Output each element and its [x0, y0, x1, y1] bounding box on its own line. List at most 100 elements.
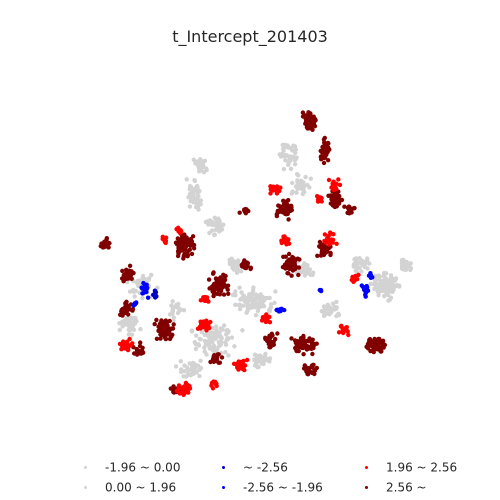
- map-point: [254, 292, 258, 296]
- map-point: [211, 272, 215, 276]
- map-point: [230, 335, 234, 339]
- map-point: [226, 353, 230, 357]
- map-point: [367, 338, 371, 342]
- map-point: [216, 361, 220, 365]
- map-point: [295, 178, 299, 182]
- map-point: [364, 294, 368, 298]
- map-point: [142, 291, 146, 295]
- map-point: [290, 181, 294, 185]
- map-point: [188, 204, 192, 208]
- map-point: [293, 259, 297, 263]
- map-point: [231, 293, 235, 297]
- map-point: [158, 336, 162, 340]
- map-point: [362, 288, 366, 292]
- map-point: [244, 266, 248, 270]
- map-point: [207, 277, 211, 281]
- map-point: [389, 273, 393, 277]
- map-point: [240, 328, 244, 332]
- map-point: [377, 277, 381, 281]
- map-point: [269, 187, 273, 191]
- map-point: [397, 284, 401, 288]
- map-point: [208, 344, 212, 348]
- map-point: [128, 319, 132, 323]
- legend-swatch: [222, 466, 225, 469]
- map-point: [181, 374, 185, 378]
- map-point: [132, 351, 136, 355]
- map-point: [171, 308, 175, 312]
- map-point: [268, 306, 272, 310]
- map-point: [355, 277, 359, 281]
- map-point: [242, 208, 246, 212]
- map-point: [192, 178, 196, 182]
- map-point: [264, 336, 268, 340]
- map-point: [129, 307, 133, 311]
- map-point: [190, 328, 194, 332]
- map-point: [128, 271, 132, 275]
- map-point: [175, 304, 179, 308]
- map-point: [153, 295, 157, 299]
- map-point: [307, 121, 311, 125]
- map-point: [179, 308, 183, 312]
- map-point: [301, 346, 305, 350]
- map-point: [326, 141, 330, 145]
- map-point: [190, 252, 194, 256]
- map-point: [177, 383, 181, 387]
- map-point: [171, 326, 175, 330]
- map-point: [255, 360, 259, 364]
- map-point: [232, 344, 236, 348]
- map-point: [272, 340, 276, 344]
- map-point: [347, 211, 351, 215]
- map-point: [276, 210, 280, 214]
- map-point: [218, 339, 222, 343]
- map-point: [237, 286, 241, 290]
- map-point: [307, 185, 311, 189]
- map-point: [212, 289, 216, 293]
- map-point: [367, 261, 371, 265]
- map-point: [310, 352, 314, 356]
- map-point: [194, 347, 198, 351]
- map-point: [212, 344, 216, 348]
- map-point: [319, 157, 323, 161]
- map-point: [236, 258, 240, 262]
- legend-swatch: [84, 486, 87, 489]
- map-point: [140, 349, 144, 353]
- map-point: [124, 317, 128, 321]
- map-point: [126, 312, 130, 316]
- map-point: [217, 229, 221, 233]
- map-point: [179, 370, 183, 374]
- map-point: [376, 293, 380, 297]
- map-point: [124, 276, 128, 280]
- map-point: [268, 320, 272, 324]
- map-point: [138, 344, 142, 348]
- map-point: [263, 355, 267, 359]
- map-point: [176, 226, 180, 230]
- map-point: [356, 266, 360, 270]
- map-point: [223, 350, 227, 354]
- map-point: [296, 345, 300, 349]
- map-point: [200, 164, 204, 168]
- map-point: [254, 313, 258, 317]
- map-point: [342, 205, 346, 209]
- map-point: [239, 297, 243, 301]
- map-point: [301, 352, 305, 356]
- map-point: [182, 232, 186, 236]
- map-point: [328, 308, 332, 312]
- map-point: [306, 270, 310, 274]
- map-point: [197, 374, 201, 378]
- map-point: [128, 264, 132, 268]
- map-point: [210, 331, 214, 335]
- legend-item-below-neg-256: ~ -2.56: [222, 460, 288, 475]
- map-point: [172, 322, 176, 326]
- map-point: [195, 184, 199, 188]
- map-point: [289, 146, 293, 150]
- map-point: [326, 150, 330, 154]
- map-point: [186, 253, 190, 257]
- map-point: [176, 254, 180, 258]
- map-point: [190, 195, 194, 199]
- map-point: [289, 167, 293, 171]
- map-point: [288, 261, 292, 265]
- map-point: [103, 244, 107, 248]
- map-point: [167, 330, 171, 334]
- map-point: [207, 326, 211, 330]
- legend-item-0-196: 0.00 ~ 1.96: [84, 480, 176, 495]
